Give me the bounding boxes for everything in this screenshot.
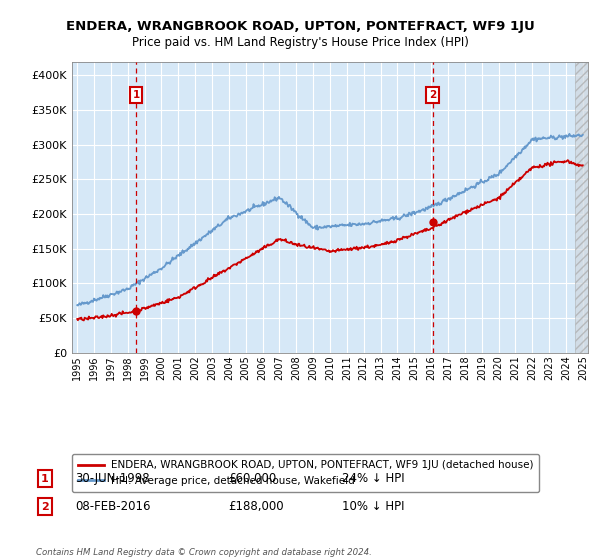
Text: 1: 1 [133, 90, 140, 100]
Text: 2: 2 [41, 502, 49, 512]
Text: 24% ↓ HPI: 24% ↓ HPI [342, 472, 404, 486]
Text: 1: 1 [41, 474, 49, 484]
Text: 10% ↓ HPI: 10% ↓ HPI [342, 500, 404, 514]
Text: £188,000: £188,000 [228, 500, 284, 514]
Text: Contains HM Land Registry data © Crown copyright and database right 2024.: Contains HM Land Registry data © Crown c… [36, 548, 372, 557]
Text: £60,000: £60,000 [228, 472, 276, 486]
Text: 30-JUN-1998: 30-JUN-1998 [75, 472, 149, 486]
Text: Price paid vs. HM Land Registry's House Price Index (HPI): Price paid vs. HM Land Registry's House … [131, 36, 469, 49]
Bar [575, 62, 600, 353]
Text: 08-FEB-2016: 08-FEB-2016 [75, 500, 151, 514]
Legend: ENDERA, WRANGBROOK ROAD, UPTON, PONTEFRACT, WF9 1JU (detached house), HPI: Avera: ENDERA, WRANGBROOK ROAD, UPTON, PONTEFRA… [72, 454, 539, 492]
Text: ENDERA, WRANGBROOK ROAD, UPTON, PONTEFRACT, WF9 1JU: ENDERA, WRANGBROOK ROAD, UPTON, PONTEFRA… [65, 20, 535, 32]
Text: 2: 2 [429, 90, 436, 100]
